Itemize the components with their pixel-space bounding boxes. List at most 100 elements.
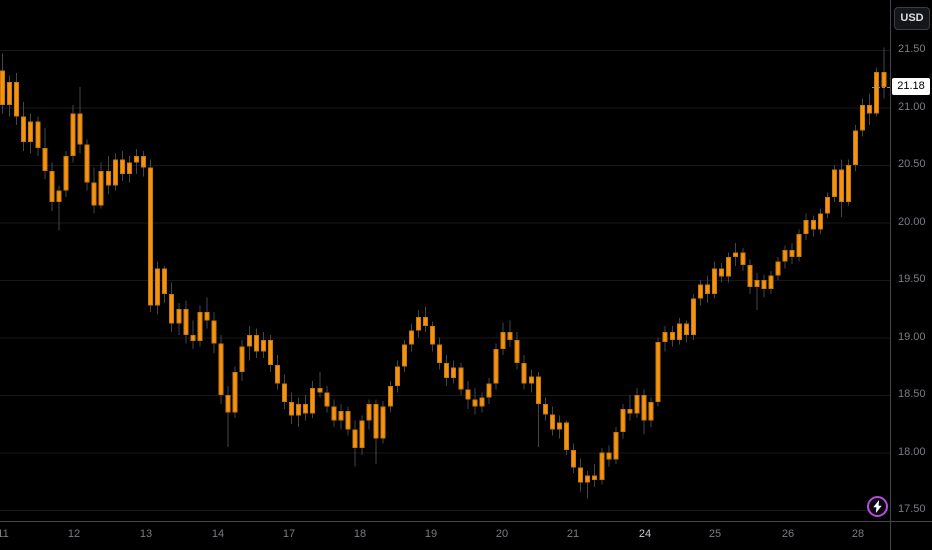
candle — [303, 395, 309, 421]
candle — [634, 388, 640, 418]
candle — [719, 262, 725, 283]
price-tick-label: 20.50 — [898, 158, 926, 170]
candle — [162, 266, 168, 303]
currency-toggle-button[interactable]: USD — [894, 7, 930, 30]
price-axis-separator — [890, 0, 891, 550]
candle — [0, 53, 5, 114]
candle — [747, 259, 753, 294]
candle — [197, 305, 203, 347]
candle — [63, 151, 69, 198]
candle — [683, 320, 689, 343]
candle — [35, 116, 41, 156]
candle — [345, 406, 351, 436]
candle — [669, 326, 675, 347]
candle — [549, 406, 555, 436]
candle — [740, 247, 746, 271]
candle — [627, 395, 633, 421]
candle — [331, 399, 337, 428]
candle — [535, 372, 541, 447]
candle — [211, 312, 217, 354]
candle — [155, 261, 161, 315]
candle — [556, 415, 562, 439]
candlestick-chart — [0, 47, 891, 511]
price-tick-label: 19.00 — [898, 330, 926, 343]
candle — [415, 309, 421, 338]
last-price-badge: 21.18 — [892, 77, 930, 95]
candle — [401, 339, 407, 372]
candle — [126, 155, 132, 183]
candle — [817, 208, 823, 234]
candle — [98, 162, 104, 209]
candle — [274, 354, 280, 390]
candle — [239, 339, 245, 382]
candle — [105, 155, 111, 194]
candle — [246, 326, 252, 361]
price-tick-label: 18.50 — [898, 388, 926, 400]
candle — [796, 229, 802, 262]
candle — [585, 470, 591, 499]
candle — [437, 337, 443, 370]
candle — [761, 274, 767, 298]
time-tick-label: 18 — [353, 528, 367, 540]
price-axis[interactable]: USD 21.50 21.00 20.50 20.00 19.50 19.00 18.50 1… — [891, 0, 932, 550]
candle — [507, 320, 513, 347]
candle — [141, 151, 146, 177]
candle — [613, 427, 619, 464]
candle — [49, 162, 55, 211]
chart-plot-area[interactable] — [0, 0, 891, 522]
candle — [641, 389, 647, 435]
candle — [169, 282, 175, 332]
candle — [133, 148, 139, 175]
candle — [119, 151, 125, 182]
candle — [712, 261, 718, 299]
time-axis[interactable]: 11 12 13 14 17 18 19 20 21 24 25 26 28 — [0, 522, 891, 550]
price-tick-label: 20.00 — [898, 215, 926, 228]
candle — [366, 399, 372, 430]
candle — [14, 73, 20, 125]
candle — [444, 354, 450, 386]
candle — [70, 105, 76, 163]
time-tick-label: 12 — [67, 528, 81, 540]
candle — [676, 317, 682, 345]
time-axis-separator — [0, 521, 932, 522]
candle — [352, 420, 358, 467]
candle — [359, 415, 365, 455]
candle — [648, 397, 654, 428]
candle — [754, 273, 760, 310]
time-tick-label: 24 — [638, 528, 652, 540]
candle — [317, 372, 323, 398]
candle — [148, 159, 154, 313]
candle — [838, 159, 844, 217]
candle — [726, 252, 732, 283]
candle — [662, 326, 668, 352]
candle — [373, 399, 379, 464]
time-tick-label: 20 — [495, 528, 509, 540]
time-tick-label: 19 — [424, 528, 438, 540]
candle — [690, 293, 696, 340]
lightning-icon — [873, 500, 882, 513]
candle — [578, 458, 584, 492]
candle — [472, 388, 478, 415]
candle — [380, 400, 386, 444]
candle — [282, 374, 287, 409]
candle — [655, 337, 661, 407]
candle — [183, 300, 189, 344]
candle — [42, 128, 48, 179]
candle — [91, 167, 97, 214]
candle — [225, 385, 231, 447]
candle — [394, 360, 400, 393]
price-tick-label: 21.00 — [898, 100, 926, 113]
candle — [853, 124, 859, 171]
boost-button[interactable] — [867, 496, 888, 517]
candle — [500, 322, 506, 355]
candle — [112, 153, 118, 191]
candle — [493, 343, 499, 390]
candle — [514, 331, 520, 370]
candle — [874, 67, 880, 117]
candle — [77, 86, 83, 154]
candle — [620, 404, 626, 439]
candle — [176, 303, 182, 336]
time-tick-label: 17 — [282, 528, 296, 540]
time-tick-label: 28 — [851, 528, 865, 540]
